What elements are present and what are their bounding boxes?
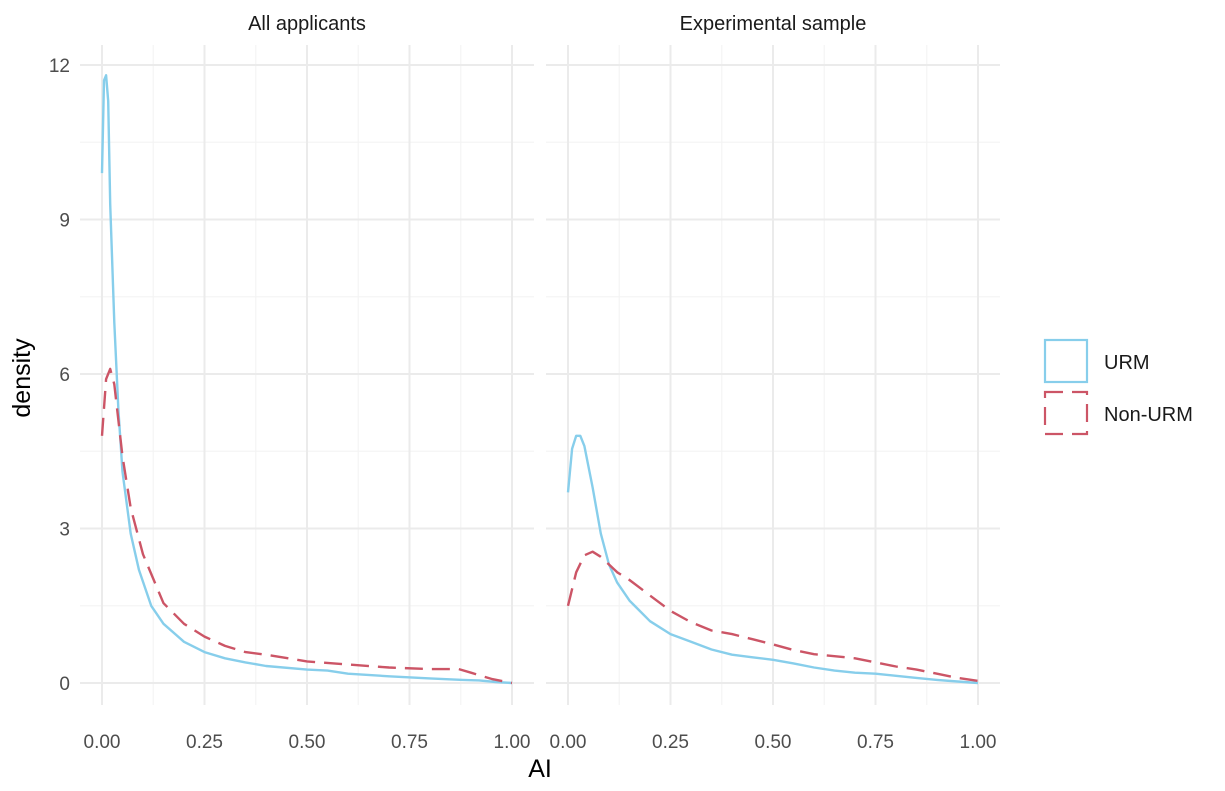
x-tick-label: 0.75 [391, 732, 428, 753]
x-tick-label: 1.00 [494, 732, 531, 753]
x-tick-label: 0.50 [755, 732, 792, 753]
x-tick-label: 1.00 [960, 732, 997, 753]
y-axis-title: density [8, 338, 36, 418]
x-axis-title: AI [528, 755, 552, 783]
y-tick-label: 0 [59, 674, 70, 695]
series-line-urm [100, 74, 513, 685]
legend: URM Non-URM [1043, 338, 1193, 436]
x-tick-label: 0.75 [857, 732, 894, 753]
series-line-non-urm [566, 550, 979, 683]
legend-label: Non-URM [1104, 404, 1193, 426]
panel-1: All applicants 0.00 0.25 0.50 0.75 1.00 0 3 6 9 12 [49, 13, 534, 753]
legend-label: URM [1104, 352, 1150, 374]
x-tick-label: 0.00 [84, 732, 121, 753]
y-tick-label: 3 [59, 520, 70, 541]
legend-key [1043, 390, 1089, 436]
legend-item: Non-URM [1043, 390, 1193, 436]
panel-title: Experimental sample [680, 13, 867, 35]
x-tick-label: 0.00 [550, 732, 587, 753]
y-tick-label: 9 [59, 211, 70, 232]
y-tick-label: 6 [59, 365, 70, 386]
panel-2: Experimental sample 0.00 0.25 0.50 0.75 1.00 [546, 13, 1000, 753]
series-line-non-urm [100, 367, 513, 685]
legend-item: URM [1043, 338, 1150, 384]
y-tick-label: 12 [49, 56, 70, 77]
panel-title: All applicants [248, 13, 366, 35]
legend-key [1043, 338, 1089, 384]
x-tick-label: 0.25 [186, 732, 223, 753]
x-tick-label: 0.25 [652, 732, 689, 753]
series-line-urm [566, 434, 979, 685]
x-tick-label: 0.50 [289, 732, 326, 753]
